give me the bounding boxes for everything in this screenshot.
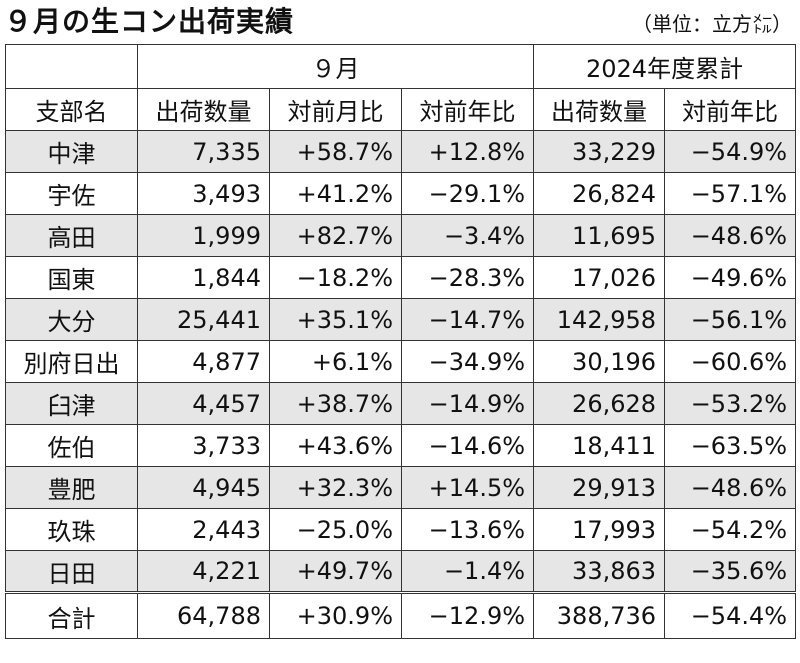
cum-yoy-cell: −57.1% (664, 172, 797, 215)
table-row: 国東 1,844 −18.2% −28.3% 17,026 −49.6% (5, 256, 797, 299)
branch-cell: 玖珠 (5, 508, 138, 551)
branch-cell: 臼津 (5, 382, 138, 425)
month-qty-cell: 4,457 (137, 382, 270, 425)
month-qty-cell: 25,441 (137, 298, 270, 341)
month-yoy-cell: +12.8% (400, 130, 535, 173)
branch-cell: 宇佐 (5, 172, 138, 215)
month-yoy-cell: −29.1% (400, 172, 535, 215)
total-label: 合計 (5, 592, 138, 639)
branch-cell: 高田 (5, 214, 138, 257)
table-row: 豊肥 4,945 +32.3% +14.5% 29,913 −48.6% (5, 466, 797, 509)
month-yoy-cell: −34.9% (400, 340, 535, 383)
col-header-month-mom: 対前月比 (269, 88, 402, 131)
month-qty-cell: 1,999 (137, 214, 270, 257)
cum-yoy-cell: −56.1% (664, 298, 797, 341)
month-qty-cell: 4,221 (137, 550, 270, 593)
cum-yoy-cell: −54.2% (664, 508, 797, 551)
month-mom-cell: +6.1% (269, 340, 402, 383)
cum-yoy-cell: −48.6% (664, 466, 797, 509)
page-title: ９月の生コン出荷実績 (4, 5, 295, 38)
branch-cell: 豊肥 (5, 466, 138, 509)
month-yoy-cell: −3.4% (400, 214, 535, 257)
cum-qty-cell: 17,026 (533, 256, 666, 299)
month-mom-cell: +41.2% (269, 172, 402, 215)
month-yoy-cell: −14.6% (400, 424, 535, 467)
table-body: 中津 7,335 +58.7% +12.8% 33,229 −54.9% 宇佐 3,493 +4… (5, 130, 797, 593)
month-qty-cell: 4,945 (137, 466, 270, 509)
col-header-cum-yoy: 対前年比 (664, 88, 797, 131)
month-mom-cell: +35.1% (269, 298, 402, 341)
month-mom-cell: −25.0% (269, 508, 402, 551)
month-qty-cell: 3,733 (137, 424, 270, 467)
col-header-branch: 支部名 (5, 88, 138, 131)
table-row: 大分 25,441 +35.1% −14.7% 142,958 −56.1% (5, 298, 797, 341)
group-header-row: ９月 2024年度累計 (5, 44, 797, 89)
cum-qty-cell: 26,824 (533, 172, 666, 215)
cum-qty-cell: 26,628 (533, 382, 666, 425)
table-row: 別府日出 4,877 +6.1% −34.9% 30,196 −60.6% (5, 340, 797, 383)
branch-cell: 佐伯 (5, 424, 138, 467)
total-mom: +30.9% (269, 592, 402, 639)
month-mom-cell: +58.7% (269, 130, 402, 173)
cum-yoy-cell: −48.6% (664, 214, 797, 257)
cum-yoy-cell: −60.6% (664, 340, 797, 383)
table-row: 宇佐 3,493 +41.2% −29.1% 26,824 −57.1% (5, 172, 797, 215)
month-qty-cell: 3,493 (137, 172, 270, 215)
month-yoy-cell: −1.4% (400, 550, 535, 593)
cum-yoy-cell: −53.2% (664, 382, 797, 425)
total-qty: 64,788 (137, 592, 270, 639)
month-mom-cell: +32.3% (269, 466, 402, 509)
cum-qty-cell: 142,958 (533, 298, 666, 341)
branch-cell: 国東 (5, 256, 138, 299)
month-qty-cell: 7,335 (137, 130, 270, 173)
month-mom-cell: +38.7% (269, 382, 402, 425)
branch-cell: 大分 (5, 298, 138, 341)
table-row: 臼津 4,457 +38.7% −14.9% 26,628 −53.2% (5, 382, 797, 425)
month-qty-cell: 2,443 (137, 508, 270, 551)
col-header-cum-qty: 出荷数量 (533, 88, 666, 131)
cum-qty-cell: 33,229 (533, 130, 666, 173)
table-row: 佐伯 3,733 +43.6% −14.6% 18,411 −63.5% (5, 424, 797, 467)
total-yoy: −12.9% (400, 592, 535, 639)
cum-qty-cell: 30,196 (533, 340, 666, 383)
month-mom-cell: +43.6% (269, 424, 402, 467)
col-header-month-qty: 出荷数量 (137, 88, 270, 131)
total-cum-qty: 388,736 (533, 592, 666, 639)
group-header-cumulative: 2024年度累計 (533, 44, 797, 89)
month-yoy-cell: −13.6% (400, 508, 535, 551)
branch-cell: 別府日出 (5, 340, 138, 383)
cum-qty-cell: 11,695 (533, 214, 666, 257)
column-header-row: 支部名 出荷数量 対前月比 対前年比 出荷数量 対前年比 (5, 88, 797, 131)
month-yoy-cell: −14.7% (400, 298, 535, 341)
month-mom-cell: −18.2% (269, 256, 402, 299)
table-row: 中津 7,335 +58.7% +12.8% 33,229 −54.9% (5, 130, 797, 173)
month-yoy-cell: +14.5% (400, 466, 535, 509)
branch-cell: 中津 (5, 130, 138, 173)
cum-yoy-cell: −49.6% (664, 256, 797, 299)
month-qty-cell: 4,877 (137, 340, 270, 383)
month-yoy-cell: −28.3% (400, 256, 535, 299)
col-header-month-yoy: 対前年比 (400, 88, 535, 131)
header-blank-cell (5, 44, 138, 89)
month-yoy-cell: −14.9% (400, 382, 535, 425)
cum-yoy-cell: −54.9% (664, 130, 797, 173)
shipment-table: ９月 2024年度累計 支部名 出荷数量 対前月比 対前年比 出荷数量 対前年比… (5, 44, 797, 639)
total-cum-yoy: −54.4% (664, 592, 797, 639)
branch-cell: 日田 (5, 550, 138, 593)
unit-label: （単位：立方㍍） (632, 12, 792, 36)
table-row: 日田 4,221 +49.7% −1.4% 33,863 −35.6% (5, 550, 797, 593)
cum-qty-cell: 17,993 (533, 508, 666, 551)
group-header-month: ９月 (136, 44, 535, 89)
total-row: 合計 64,788 +30.9% −12.9% 388,736 −54.4% (5, 592, 797, 639)
table-row: 玖珠 2,443 −25.0% −13.6% 17,993 −54.2% (5, 508, 797, 551)
month-qty-cell: 1,844 (137, 256, 270, 299)
cum-qty-cell: 29,913 (533, 466, 666, 509)
table-row: 高田 1,999 +82.7% −3.4% 11,695 −48.6% (5, 214, 797, 257)
cum-yoy-cell: −63.5% (664, 424, 797, 467)
cum-qty-cell: 33,863 (533, 550, 666, 593)
month-mom-cell: +49.7% (269, 550, 402, 593)
cum-qty-cell: 18,411 (533, 424, 666, 467)
month-mom-cell: +82.7% (269, 214, 402, 257)
cum-yoy-cell: −35.6% (664, 550, 797, 593)
